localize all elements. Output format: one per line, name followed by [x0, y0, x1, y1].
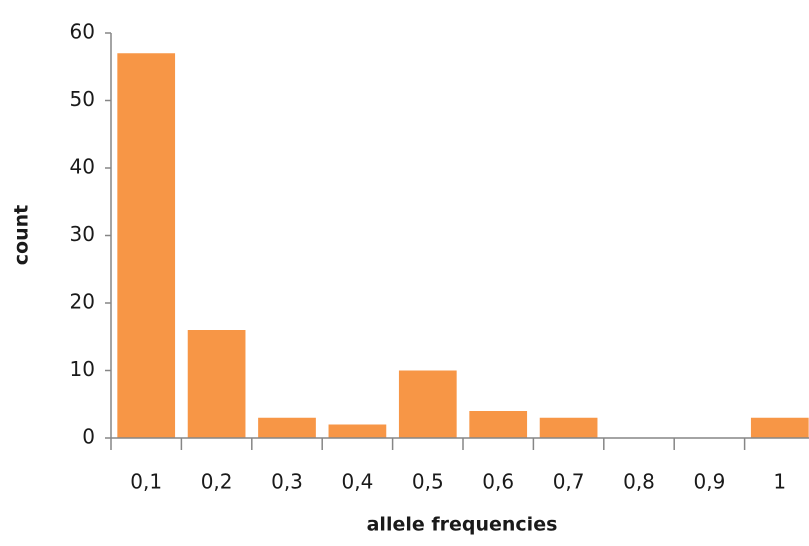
x-tick-label: 1 — [773, 470, 786, 494]
bar — [750, 417, 809, 438]
y-tick-label: 0 — [82, 425, 95, 449]
x-tick-label: 0,1 — [130, 470, 162, 494]
x-tick-label: 0,3 — [271, 470, 303, 494]
y-tick-label: 40 — [70, 155, 95, 179]
x-tick-label: 0,6 — [482, 470, 514, 494]
x-tick-label: 0,5 — [412, 470, 444, 494]
bar — [539, 417, 598, 438]
y-tick-label: 50 — [70, 87, 95, 111]
x-tick-label: 0,7 — [553, 470, 585, 494]
y-tick-label: 10 — [70, 357, 95, 381]
bar — [187, 330, 246, 438]
y-tick-label: 60 — [70, 20, 95, 44]
x-tick-label: 0,2 — [201, 470, 233, 494]
bar — [328, 424, 387, 438]
x-axis-title: allele frequencies — [367, 514, 558, 536]
x-tick-label: 0,9 — [693, 470, 725, 494]
y-axis-title: count — [11, 205, 33, 265]
x-tick-label: 0,4 — [341, 470, 373, 494]
bar — [117, 53, 176, 438]
y-tick-label: 20 — [70, 290, 95, 314]
bar — [258, 417, 316, 438]
x-tick-label: 0,8 — [623, 470, 655, 494]
bar — [398, 370, 457, 438]
bar — [469, 411, 528, 438]
y-tick-label: 30 — [70, 222, 95, 246]
